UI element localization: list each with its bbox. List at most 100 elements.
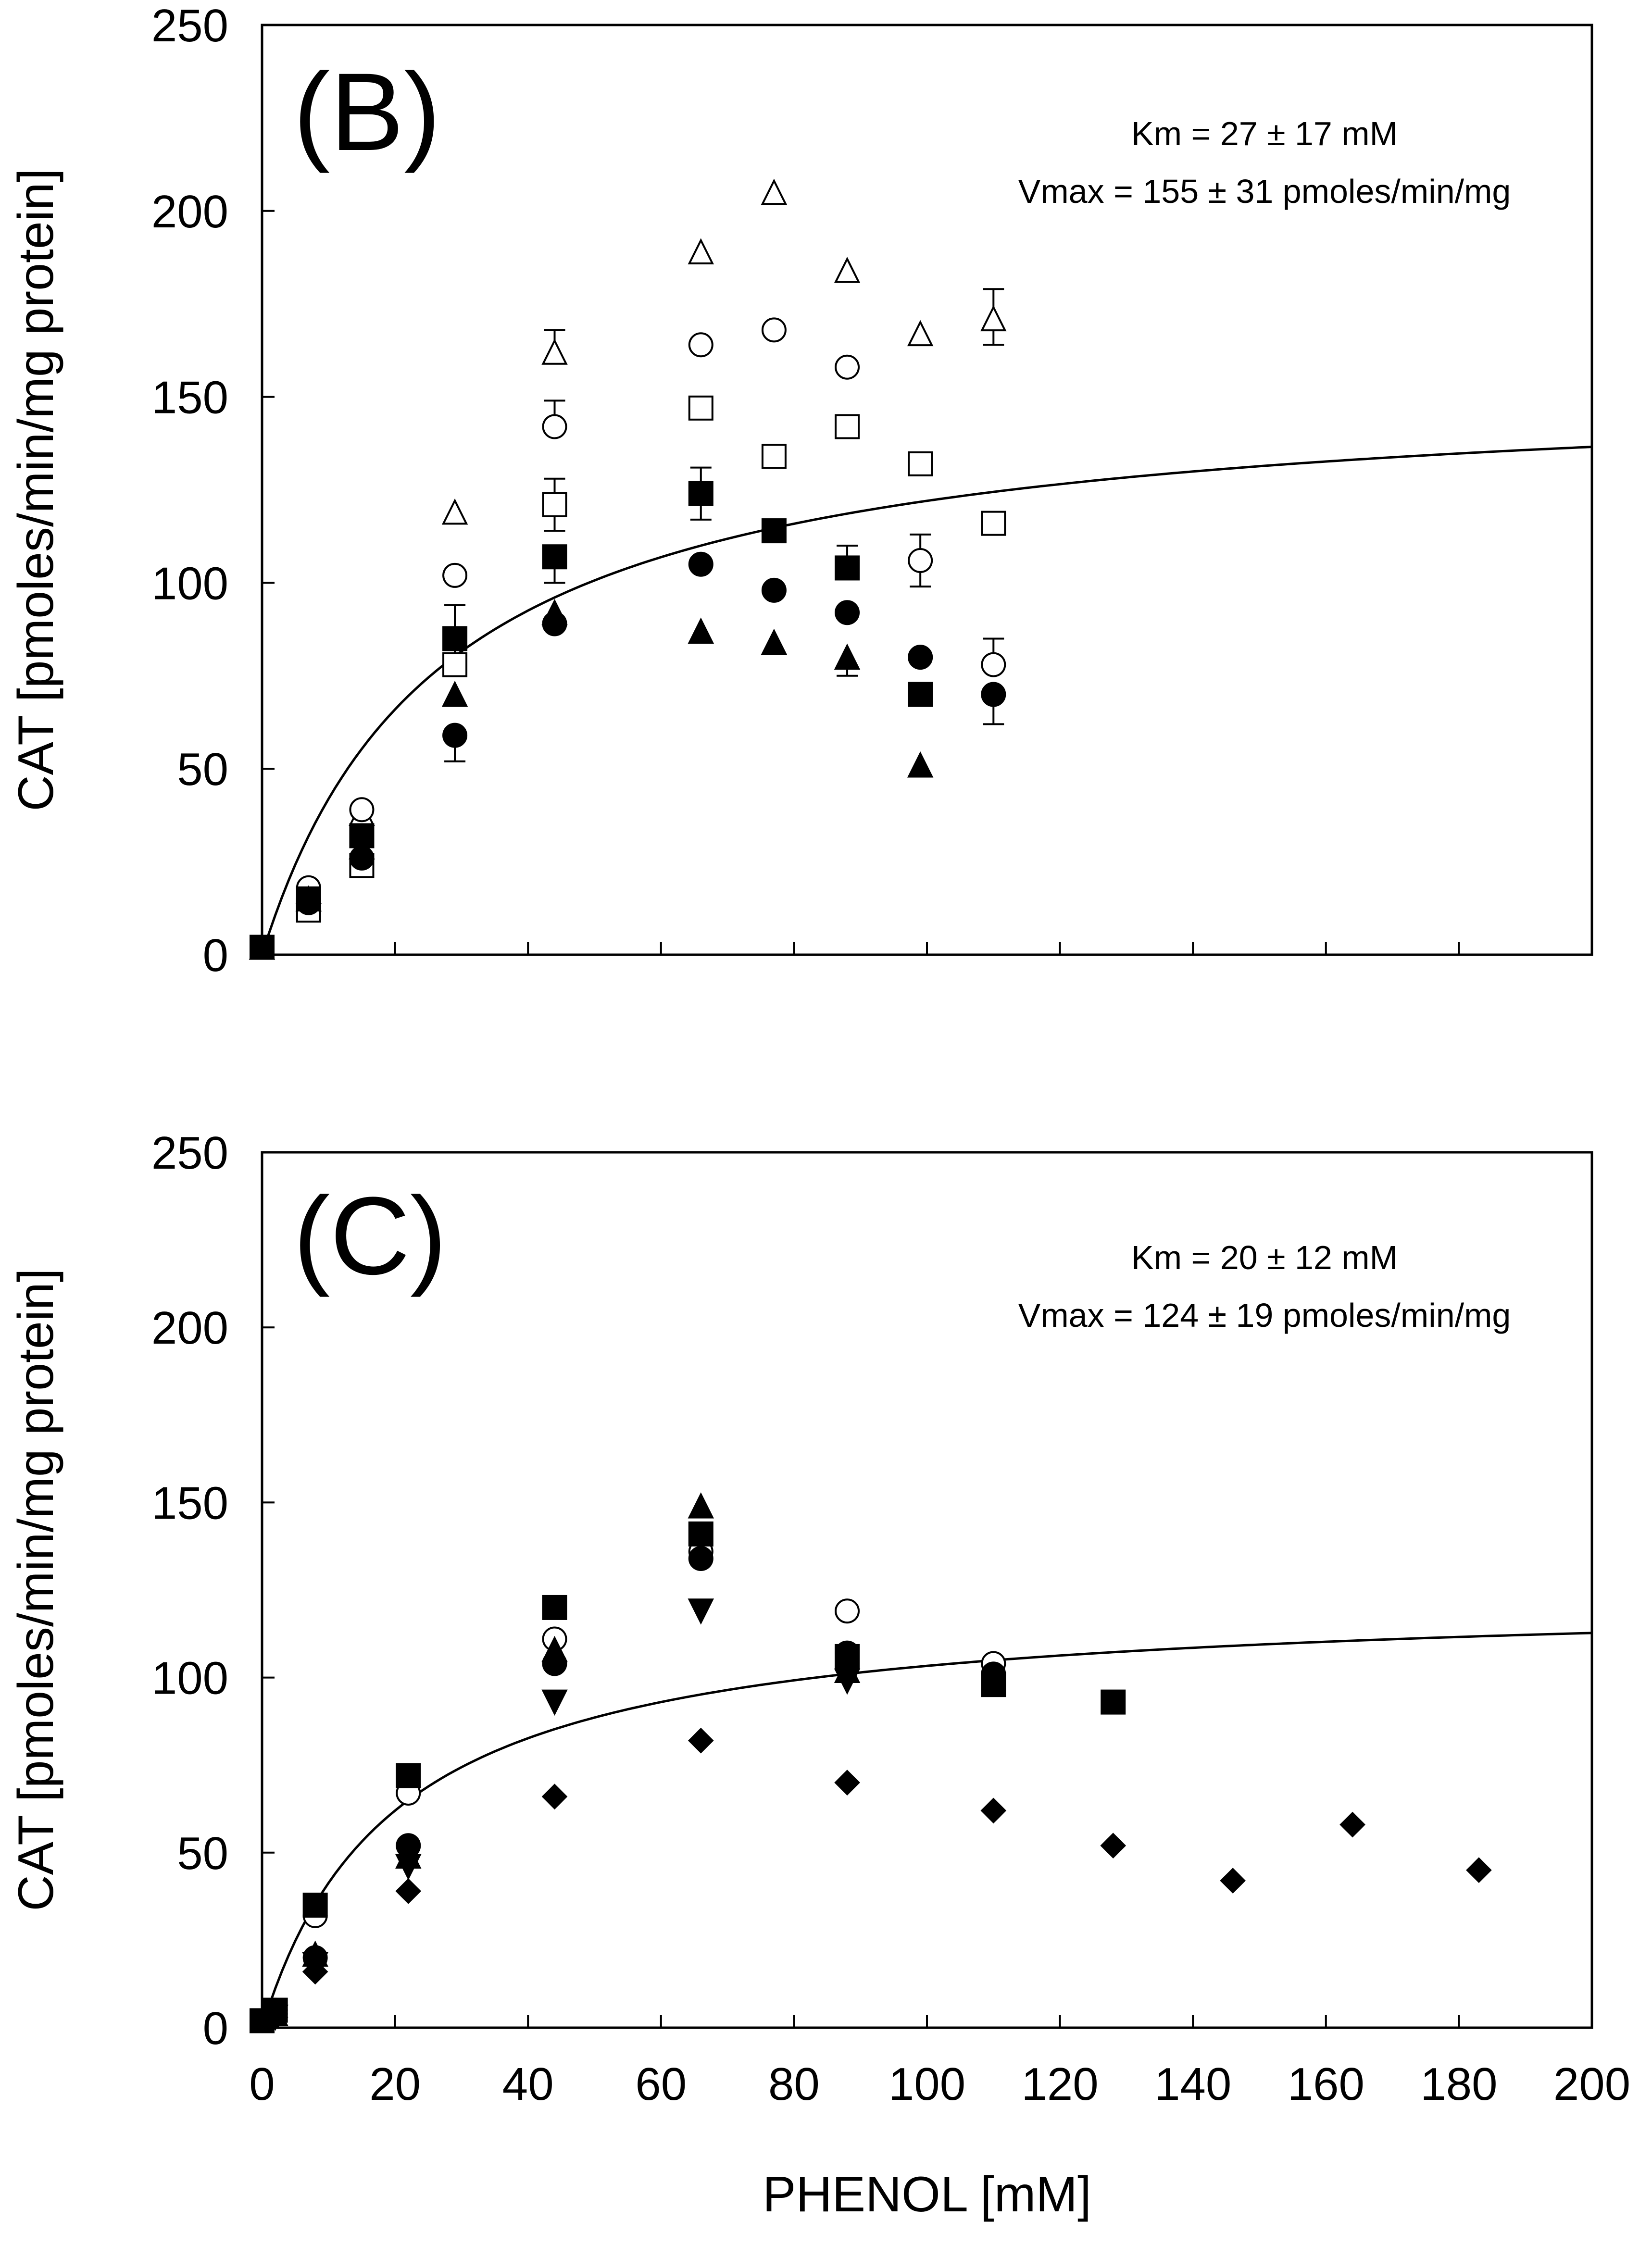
- x-tick-label: 0: [249, 2058, 275, 2110]
- x-tick-label: 140: [1154, 2058, 1231, 2110]
- square-point: [981, 511, 1006, 536]
- x-tick-label: 160: [1288, 2058, 1364, 2110]
- triangle-point: [688, 238, 714, 264]
- circle-point: [761, 577, 787, 603]
- y-tick-label: 200: [151, 1302, 228, 1354]
- diamond-point: [1100, 1833, 1126, 1859]
- square-point: [835, 414, 860, 439]
- panel-label: (C): [293, 1174, 447, 1297]
- circle-point: [835, 354, 860, 380]
- y-tick-label: 250: [151, 1127, 228, 1179]
- square-point: [835, 555, 860, 581]
- square-point: [688, 395, 713, 421]
- circle-point: [442, 723, 468, 748]
- km-annotation: Km = 27 ± 17 mM: [1131, 115, 1398, 152]
- square-point: [1101, 1689, 1126, 1715]
- circle-point: [688, 551, 713, 577]
- circle-point: [688, 1546, 713, 1571]
- triangle-point: [980, 305, 1007, 332]
- diamond-point: [834, 1770, 860, 1796]
- y-tick-label: 150: [151, 1477, 228, 1529]
- triangle-point: [761, 628, 788, 655]
- x-tick-label: 100: [889, 2058, 965, 2110]
- x-tick-label: 80: [768, 2058, 820, 2110]
- square-point: [442, 626, 468, 651]
- y-axis: 0 50 100 150 200 250: [151, 0, 275, 981]
- x-tick-label: 120: [1022, 2058, 1099, 2110]
- y-tick-label: 0: [203, 2003, 228, 2054]
- diamond-point: [1466, 1857, 1492, 1883]
- triangle-point: [541, 599, 568, 625]
- y-axis-title: CAT [pmoles/min/mg protein]: [8, 1268, 64, 1911]
- square-point: [542, 1595, 567, 1620]
- circle-point: [761, 317, 787, 343]
- vmax-annotation: Vmax = 155 ± 31 pmoles/min/mg: [1018, 173, 1511, 210]
- circle-point: [835, 1598, 860, 1624]
- square-point: [542, 544, 567, 570]
- km-annotation: Km = 20 ± 12 mM: [1131, 1239, 1398, 1276]
- x-tick-label: 20: [369, 2058, 421, 2110]
- circle-point: [349, 797, 375, 823]
- square-point: [542, 492, 567, 517]
- triangle-point: [295, 885, 322, 911]
- square-point: [908, 682, 933, 707]
- plot-frame: [261, 24, 1593, 956]
- triangle-point: [541, 1635, 568, 1662]
- diamond-point: [302, 1958, 328, 1985]
- circle-point: [981, 652, 1006, 677]
- circle-point: [688, 332, 713, 358]
- y-tick-label: 50: [177, 744, 228, 795]
- y-tick-label: 100: [151, 1653, 228, 1704]
- y-tick-label: 200: [151, 186, 228, 237]
- x-axis: 0 20 40 60 80 100 120 140 160 180 200: [249, 2015, 1630, 2110]
- circle-point: [442, 562, 468, 588]
- diamond-point: [688, 1727, 714, 1754]
- x-axis-title: PHENOL [mM]: [763, 2167, 1091, 2222]
- square-point: [396, 1763, 421, 1788]
- triangle-down-point: [541, 1689, 568, 1716]
- triangle-point: [441, 681, 468, 707]
- square-point: [688, 481, 713, 506]
- y-tick-label: 250: [151, 0, 228, 51]
- triangle-down-point: [688, 1598, 714, 1625]
- triangle-point: [834, 257, 861, 283]
- triangle-point: [907, 320, 934, 347]
- circle-point: [908, 645, 933, 670]
- fit-curve: [261, 1632, 1592, 2028]
- vmax-annotation: Vmax = 124 ± 19 pmoles/min/mg: [1018, 1297, 1511, 1334]
- panel-c: (C) Km = 20 ± 12 mM Vmax = 124 ± 19 pmol…: [8, 1127, 1630, 2222]
- triangle-down-point: [834, 1668, 861, 1695]
- x-axis: [394, 942, 1460, 955]
- plot-frame: [261, 1151, 1593, 2029]
- circle-point: [981, 1661, 1006, 1687]
- diamond-point: [1339, 1811, 1365, 1838]
- diamond-point: [541, 1784, 568, 1810]
- triangle-point: [349, 833, 375, 860]
- triangle-point: [688, 1492, 714, 1519]
- y-tick-label: 150: [151, 372, 228, 424]
- square-point: [761, 518, 787, 544]
- circle-point: [835, 600, 860, 625]
- triangle-point: [907, 751, 934, 778]
- y-axis: 0 50 100 150 200 250: [151, 1127, 275, 2054]
- y-tick-label: 50: [177, 1828, 228, 1879]
- data-points: [250, 1492, 1492, 2033]
- x-tick-label: 60: [635, 2058, 687, 2110]
- y-axis-title: CAT [pmoles/min/mg protein]: [8, 168, 64, 811]
- diamond-point: [980, 1797, 1007, 1824]
- circle-point: [981, 682, 1006, 707]
- square-point: [761, 444, 787, 469]
- diamond-point: [1220, 1868, 1246, 1894]
- y-tick-label: 0: [203, 930, 228, 981]
- triangle-point: [761, 178, 788, 205]
- panel-b: (B) Km = 27 ± 17 mM Vmax = 155 ± 31 pmol…: [8, 0, 1593, 981]
- square-point: [908, 451, 933, 476]
- square-point: [442, 652, 468, 677]
- circle-point: [542, 414, 567, 439]
- triangle-point: [249, 934, 275, 960]
- triangle-down-point: [395, 1854, 422, 1881]
- x-tick-label: 200: [1553, 2058, 1630, 2110]
- square-point: [302, 1893, 328, 1918]
- triangle-point: [541, 338, 568, 365]
